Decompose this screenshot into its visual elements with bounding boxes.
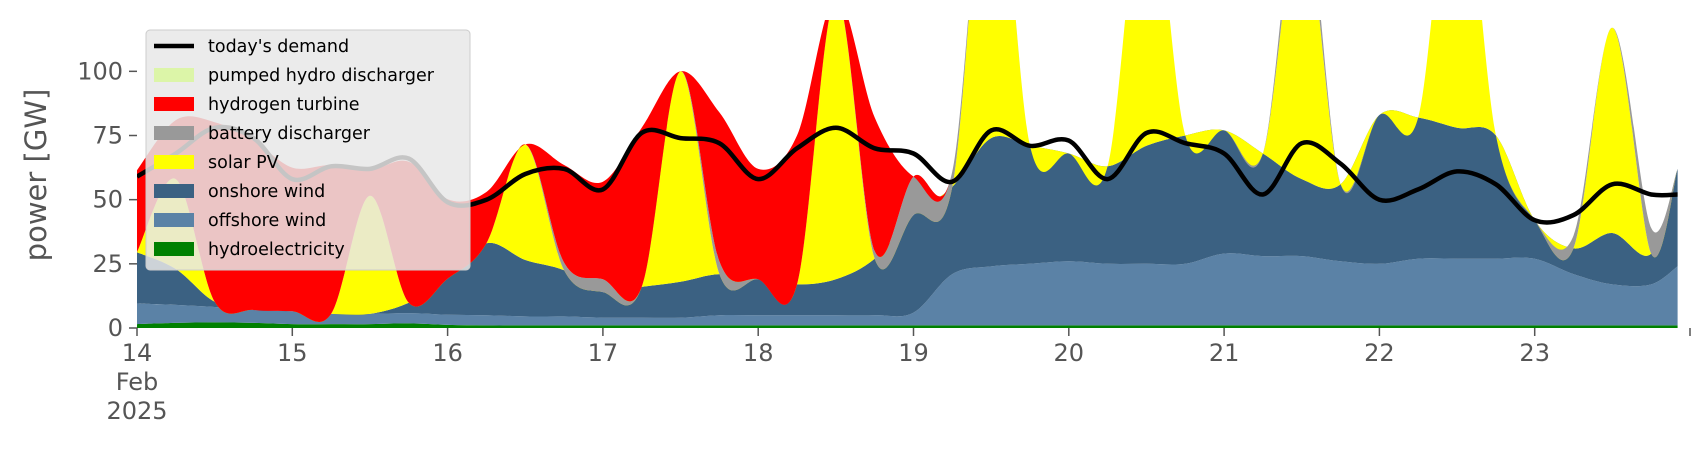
legend-label-battery-discharger: battery discharger bbox=[208, 124, 371, 144]
legend-swatch-hydrogen-turbine bbox=[154, 97, 194, 111]
legend-label-offshore-wind: offshore wind bbox=[208, 211, 326, 231]
x-tick-label: 23 bbox=[1519, 339, 1550, 367]
legend-swatch-battery-discharger bbox=[154, 126, 194, 140]
y-tick-label: 25 bbox=[92, 250, 123, 278]
legend-swatch-hydroelectricity bbox=[154, 242, 194, 256]
x-tick-label: Feb bbox=[116, 368, 159, 396]
area-hydrogen-turbine bbox=[137, 20, 1678, 322]
y-tick-label: 50 bbox=[92, 186, 123, 214]
x-tick-label: 2025 bbox=[106, 397, 167, 425]
legend-label-today-s-demand: today's demand bbox=[208, 37, 349, 57]
y-tick-label: 0 bbox=[108, 314, 123, 342]
x-tick-label: 18 bbox=[743, 339, 774, 367]
area-solar-pv bbox=[137, 20, 1678, 322]
legend-swatch-pumped-hydro-discharger bbox=[154, 68, 194, 82]
legend-label-solar-pv: solar PV bbox=[208, 153, 279, 173]
x-tick-label: 17 bbox=[588, 339, 619, 367]
x-tick-label: 19 bbox=[898, 339, 929, 367]
legend-box bbox=[145, 29, 471, 271]
legend-label-hydrogen-turbine: hydrogen turbine bbox=[208, 95, 360, 115]
x-tick-label: 21 bbox=[1209, 339, 1240, 367]
x-tick-label: 16 bbox=[432, 339, 463, 367]
y-axis-label: power [GW] bbox=[19, 89, 53, 262]
y-tick-label: 100 bbox=[77, 57, 123, 85]
stacked-areas bbox=[137, 20, 1678, 328]
legend-label-pumped-hydro-discharger: pumped hydro discharger bbox=[208, 66, 435, 86]
area-hydroelectricity bbox=[137, 322, 1678, 328]
legend: today's demand pumped hydro discharger hyd… bbox=[145, 29, 471, 271]
x-tick-label: 15 bbox=[277, 339, 308, 367]
legend-label-onshore-wind: onshore wind bbox=[208, 182, 325, 202]
y-tick-label: 75 bbox=[92, 122, 123, 150]
x-tick-label: 14 bbox=[122, 339, 153, 367]
x-tick-label: 22 bbox=[1364, 339, 1395, 367]
area-onshore-wind bbox=[137, 110, 1678, 318]
x-tick-label: 20 bbox=[1054, 339, 1085, 367]
legend-swatch-solar-pv bbox=[154, 155, 194, 169]
legend-label-hydroelectricity: hydroelectricity bbox=[208, 240, 345, 260]
area-offshore-wind bbox=[137, 253, 1678, 326]
legend-swatch-offshore-wind bbox=[154, 213, 194, 227]
y-axis: 0 25 50 75 100 bbox=[77, 57, 137, 342]
legend-swatch-onshore-wind bbox=[154, 184, 194, 198]
